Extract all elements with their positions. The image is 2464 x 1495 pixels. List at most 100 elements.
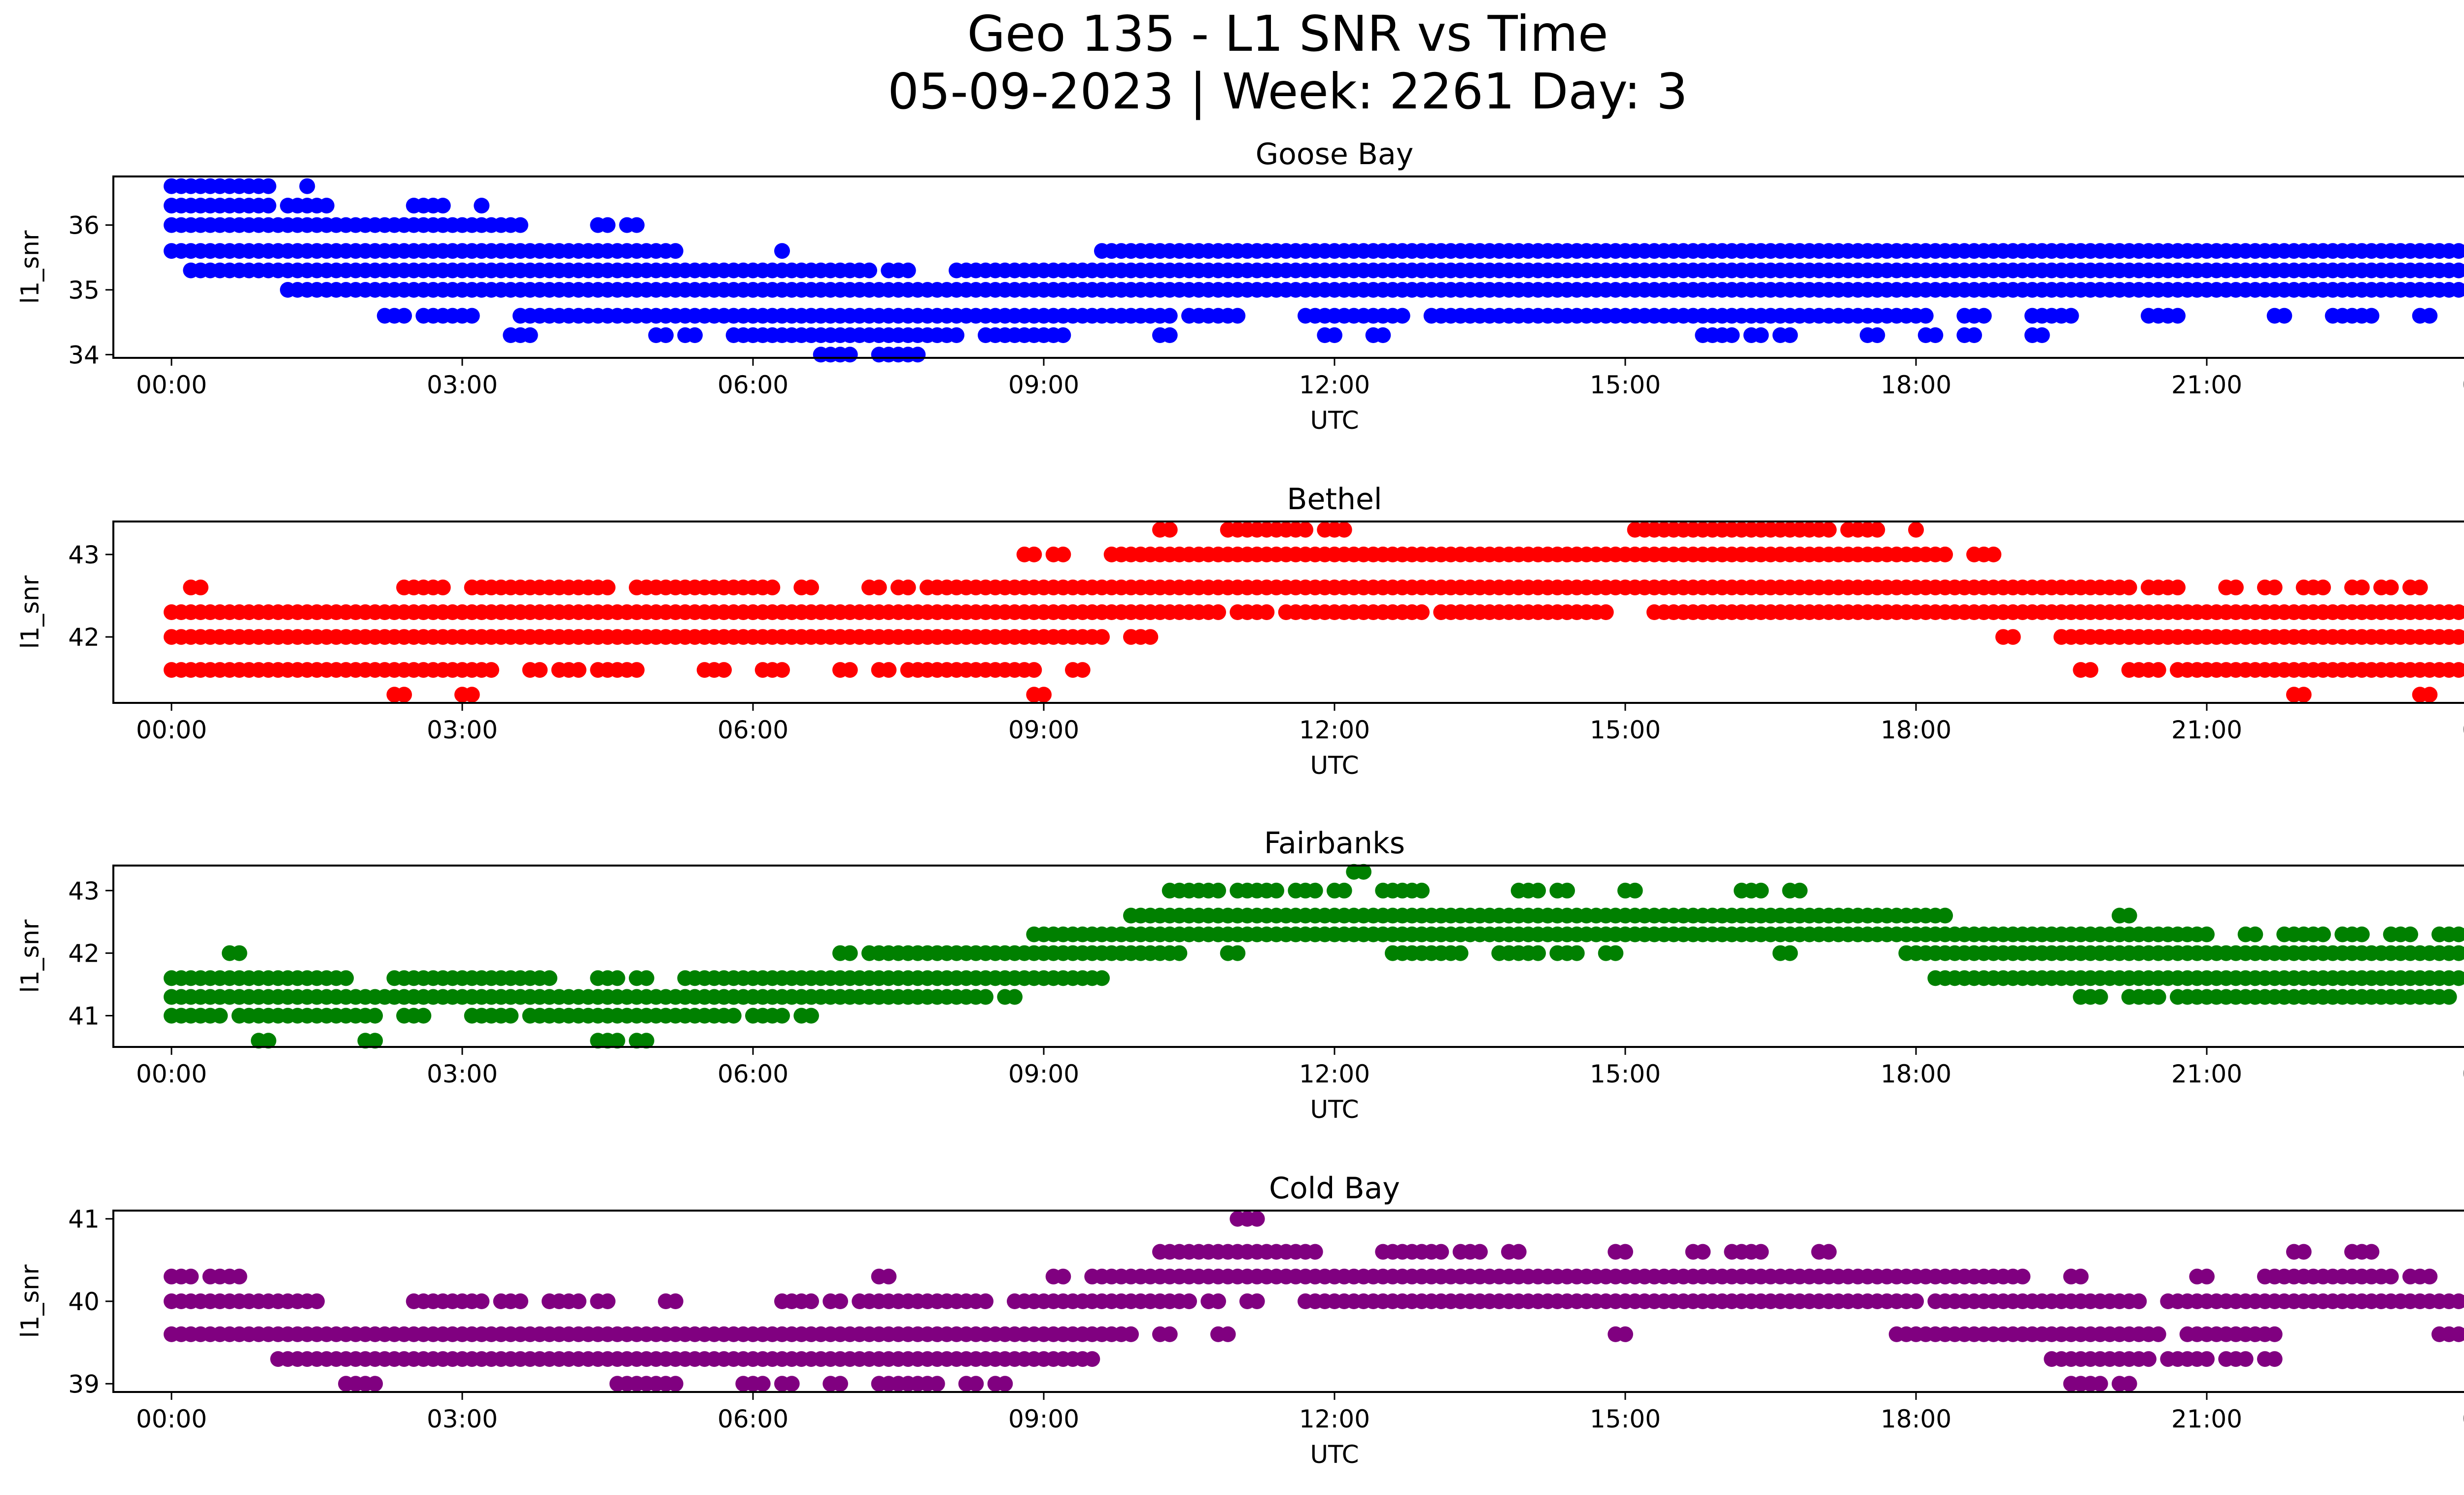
subplot-goose-bay: Goose Bay 00:00 03:00 06:00 09:00 12:00 15:00 1…: [16, 137, 2464, 435]
data-point: [803, 1008, 819, 1024]
x-tick-label: 03:00: [427, 716, 498, 744]
y-tick-label: 43: [68, 541, 100, 569]
data-point: [1414, 604, 1430, 620]
data-point: [900, 579, 916, 595]
data-point: [1927, 327, 1944, 343]
data-point: [881, 662, 897, 678]
data-point: [2131, 1293, 2147, 1309]
data-point: [629, 217, 645, 233]
data-point: [716, 662, 732, 678]
data-point: [2461, 1327, 2464, 1341]
data-point: [1036, 687, 1052, 703]
subplot-title: Cold Bay: [1269, 1171, 1400, 1206]
data-point: [1530, 945, 1546, 961]
data-point: [1792, 882, 1808, 899]
data-point: [1162, 327, 1178, 343]
data-point: [338, 970, 354, 986]
data-point: [1976, 308, 1992, 324]
data-point: [522, 327, 538, 343]
data-point: [910, 347, 926, 363]
data-point: [774, 1008, 790, 1024]
data-point: [1084, 1351, 1100, 1367]
data-point: [260, 1033, 276, 1049]
x-tick-label: 00:00: [136, 1405, 207, 1433]
data-point: [2461, 264, 2464, 277]
data-point: [2034, 327, 2050, 343]
data-point: [2199, 1268, 2215, 1285]
data-point: [600, 217, 616, 233]
data-point: [2295, 1244, 2312, 1260]
x-tick-label: 03:00: [427, 1405, 498, 1433]
data-point: [2150, 989, 2166, 1005]
data-point: [764, 579, 781, 595]
data-point: [978, 1293, 993, 1309]
y-axis: 41 42 43: [68, 877, 113, 1031]
data-point: [474, 198, 490, 214]
data-point: [2266, 579, 2283, 595]
data-point: [435, 198, 451, 214]
data-point: [900, 262, 916, 278]
data-point: [2451, 926, 2464, 942]
data-point: [2170, 579, 2186, 595]
x-tick-label: 12:00: [1299, 1060, 1370, 1088]
data-point: [2247, 926, 2263, 942]
data-point: [1821, 1244, 1837, 1260]
data-point: [2451, 604, 2464, 620]
data-point: [1530, 882, 1546, 899]
data-point: [1782, 945, 1798, 961]
subplot-cold-bay: Cold Bay 00:00 03:00 06:00 09:00 12:00 15:00 18…: [16, 1171, 2464, 1469]
y-tick-label: 41: [68, 1205, 100, 1234]
data-point: [1985, 546, 2002, 562]
data-point: [2315, 926, 2331, 942]
y-tick-label: 39: [68, 1370, 100, 1398]
data-point: [396, 687, 412, 703]
x-tick-label: 03:00: [427, 1060, 498, 1088]
data-point: [754, 1376, 771, 1392]
data-point: [2083, 662, 2098, 678]
data-point: [1259, 604, 1275, 620]
x-axis: 00:00 03:00 06:00 09:00 12:00 15:00 18:00 21:00…: [136, 703, 2464, 744]
data-point: [832, 1376, 848, 1392]
data-point: [1162, 522, 1178, 538]
subplot-fairbanks: Fairbanks 00:00 03:00 06:00 09:00 12:00 15:00 1…: [16, 826, 2464, 1124]
x-tick-label: 03:00: [427, 371, 498, 399]
data-point: [1356, 864, 1371, 880]
data-point: [318, 198, 335, 214]
data-point: [2141, 1351, 2156, 1367]
data-point: [1908, 1293, 1924, 1309]
data-point: [1210, 882, 1226, 899]
x-tick-label: 12:00: [1299, 371, 1370, 399]
data-point: [1617, 1244, 1633, 1260]
data-point: [2092, 1376, 2108, 1392]
data-point: [309, 1293, 325, 1309]
data-point: [415, 1008, 432, 1024]
subplot-bethel: Bethel 00:00 03:00 06:00 09:00 12:00 15:00 18:0…: [16, 482, 2464, 780]
data-point: [2170, 308, 2186, 324]
data-point: [1695, 1244, 1711, 1260]
data-point: [2461, 1294, 2464, 1308]
data-point: [2422, 308, 2438, 324]
data-point: [532, 662, 548, 678]
x-tick-label: 09:00: [1008, 1060, 1079, 1088]
figure-title-line1: Geo 135 - L1 SNR vs Time: [967, 5, 1608, 63]
data-point: [1162, 1326, 1178, 1342]
data-point: [629, 662, 645, 678]
data-point: [1055, 546, 1071, 562]
data-point: [1869, 522, 1885, 538]
data-point: [1210, 1293, 1226, 1309]
x-tick-label: 12:00: [1299, 716, 1370, 744]
x-axis-label: UTC: [1310, 1095, 1359, 1124]
y-tick-label: 43: [68, 877, 100, 905]
data-point: [1249, 1293, 1265, 1309]
data-point: [1375, 327, 1391, 343]
data-point: [1210, 604, 1226, 620]
data-point: [667, 1293, 684, 1309]
data-point: [774, 662, 790, 678]
data-point: [784, 1376, 800, 1392]
y-axis-label: l1_snr: [16, 919, 44, 993]
data-point: [1627, 882, 1643, 899]
data-point: [260, 198, 276, 214]
x-tick-label: 15:00: [1590, 371, 1661, 399]
data-point: [513, 1293, 528, 1309]
x-tick-label: 00:00: [136, 1060, 207, 1088]
